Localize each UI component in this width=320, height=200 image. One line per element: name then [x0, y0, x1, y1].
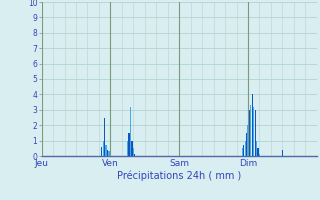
- Bar: [252, 94, 253, 156]
- Bar: [255, 110, 256, 156]
- Bar: [128, 133, 130, 156]
- Bar: [244, 141, 246, 156]
- Bar: [257, 148, 259, 156]
- Bar: [256, 141, 257, 156]
- Bar: [133, 148, 134, 156]
- Bar: [247, 125, 249, 156]
- Bar: [101, 147, 102, 156]
- Bar: [134, 154, 135, 156]
- Bar: [282, 150, 283, 156]
- Bar: [130, 107, 131, 156]
- Bar: [127, 141, 128, 156]
- Bar: [253, 107, 254, 156]
- Bar: [106, 145, 107, 156]
- Bar: [242, 148, 243, 156]
- X-axis label: Précipitations 24h ( mm ): Précipitations 24h ( mm ): [117, 171, 241, 181]
- Bar: [107, 150, 108, 156]
- Bar: [110, 153, 111, 156]
- Bar: [250, 105, 252, 156]
- Bar: [243, 145, 244, 156]
- Bar: [108, 151, 109, 156]
- Bar: [246, 133, 247, 156]
- Bar: [259, 154, 260, 156]
- Bar: [103, 141, 104, 156]
- Bar: [249, 110, 250, 156]
- Bar: [104, 117, 105, 156]
- Bar: [131, 141, 132, 156]
